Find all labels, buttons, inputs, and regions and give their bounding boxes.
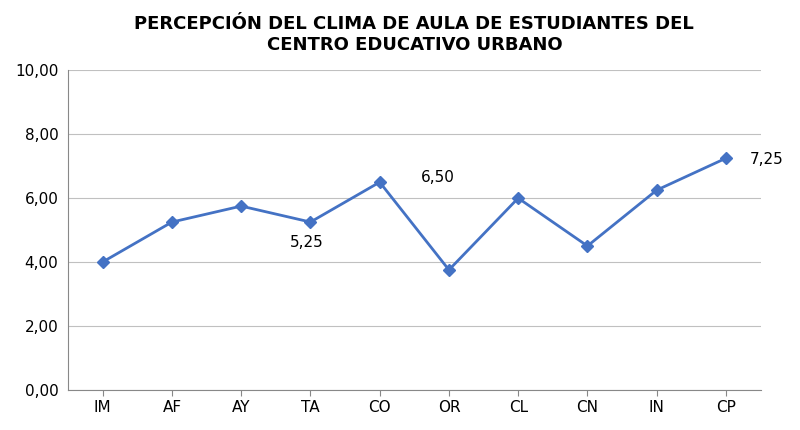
Text: 7,25: 7,25 — [750, 152, 784, 167]
Text: 6,50: 6,50 — [422, 170, 455, 185]
Title: PERCEPCIÓN DEL CLIMA DE AULA DE ESTUDIANTES DEL
CENTRO EDUCATIVO URBANO: PERCEPCIÓN DEL CLIMA DE AULA DE ESTUDIAN… — [134, 15, 694, 54]
Text: 5,25: 5,25 — [290, 235, 323, 250]
